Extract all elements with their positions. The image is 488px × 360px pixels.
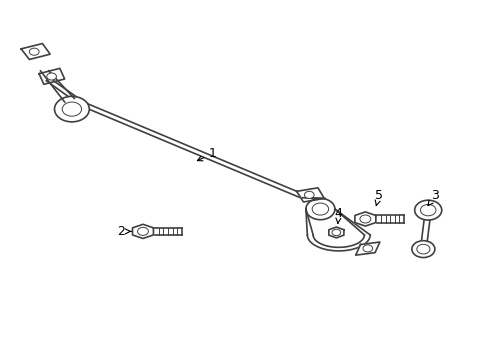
Circle shape <box>416 244 429 254</box>
Text: 4: 4 <box>334 207 342 223</box>
Text: 3: 3 <box>427 189 439 206</box>
Circle shape <box>305 198 334 220</box>
Polygon shape <box>354 212 375 226</box>
Circle shape <box>359 215 370 223</box>
Polygon shape <box>420 210 430 249</box>
Circle shape <box>311 203 328 215</box>
Circle shape <box>331 229 340 236</box>
Text: 2: 2 <box>117 225 131 238</box>
Circle shape <box>304 192 313 198</box>
Circle shape <box>414 200 441 220</box>
Text: 1: 1 <box>197 147 217 161</box>
Circle shape <box>54 96 89 122</box>
Polygon shape <box>132 224 153 238</box>
Circle shape <box>411 241 434 257</box>
Circle shape <box>47 73 56 80</box>
Polygon shape <box>307 235 369 251</box>
Polygon shape <box>21 44 50 59</box>
Circle shape <box>29 48 39 55</box>
Polygon shape <box>296 188 324 202</box>
Text: 5: 5 <box>374 189 382 206</box>
Circle shape <box>62 102 81 116</box>
Circle shape <box>420 204 435 216</box>
Polygon shape <box>355 242 379 255</box>
Polygon shape <box>377 215 403 222</box>
Polygon shape <box>39 68 64 84</box>
Polygon shape <box>155 228 181 235</box>
Polygon shape <box>328 227 343 238</box>
Circle shape <box>362 245 372 252</box>
Circle shape <box>137 228 148 235</box>
